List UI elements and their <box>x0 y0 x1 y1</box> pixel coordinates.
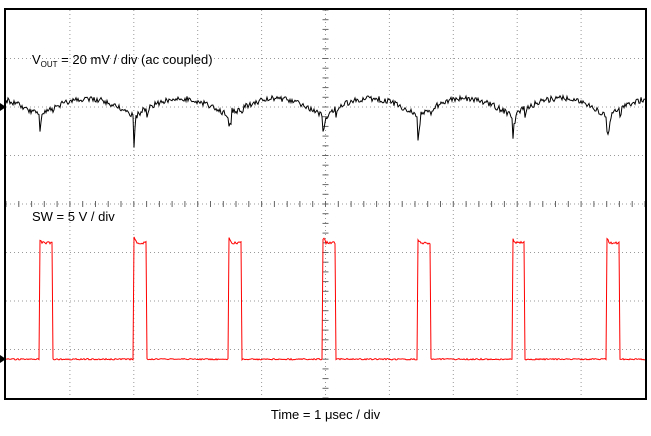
ch1-label-rest: = 20 mV / div (ac coupled) <box>57 52 213 67</box>
ch1-label-subscript: OUT <box>40 60 58 69</box>
ch2-reference-marker-icon <box>0 355 6 363</box>
graticule <box>6 10 645 398</box>
time-axis-label: Time = 1 μsec / div <box>270 407 381 422</box>
ch1-reference-marker-icon <box>0 103 6 111</box>
ch2-label: SW = 5 V / div <box>32 209 115 224</box>
ch1-label: VOUT = 20 mV / div (ac coupled) <box>32 52 213 69</box>
vout-trace <box>6 93 645 148</box>
sw-trace <box>6 236 645 361</box>
scope-canvas <box>6 10 645 398</box>
scope-plot: VOUT = 20 mV / div (ac coupled) SW = 5 V… <box>0 8 647 400</box>
ch1-label-prefix: V <box>32 52 41 67</box>
